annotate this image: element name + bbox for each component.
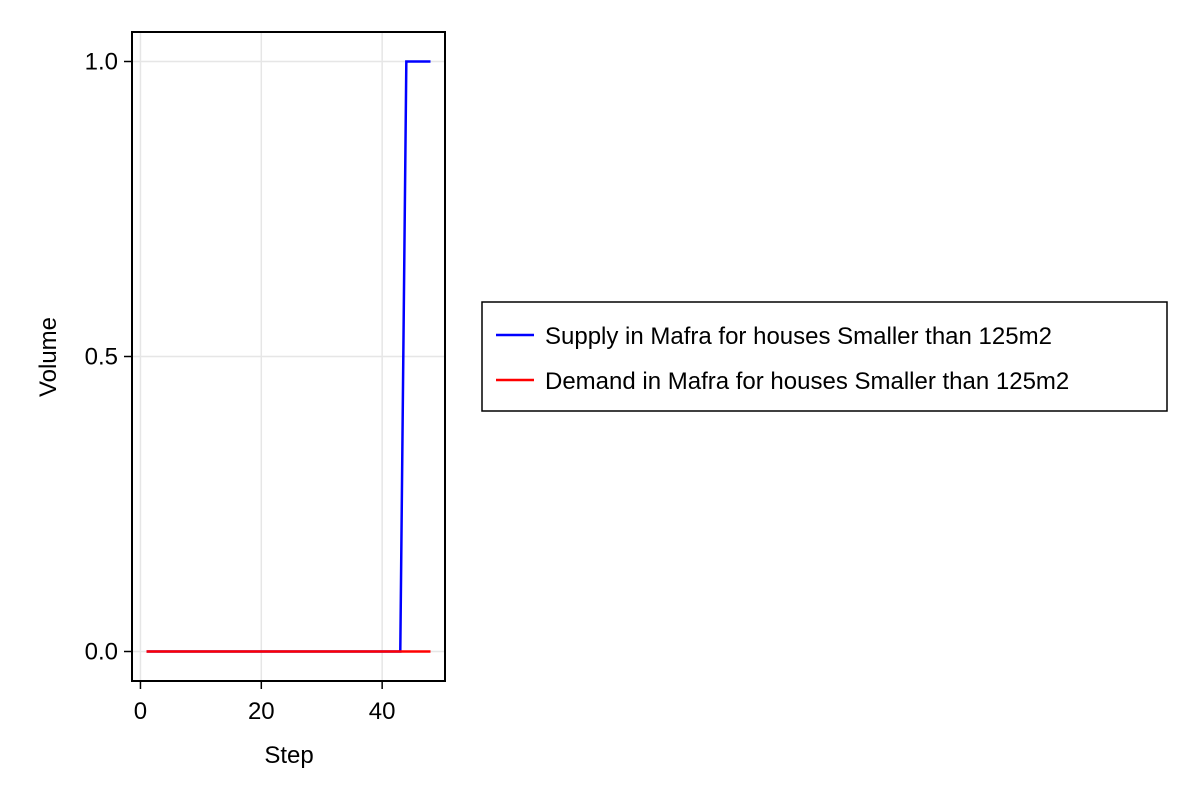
x-tick-label: 40 <box>369 698 396 725</box>
legend: Supply in Mafra for houses Smaller than … <box>481 301 1168 412</box>
legend-label-demand: Demand in Mafra for houses Smaller than … <box>545 368 1069 395</box>
plot-series <box>146 60 431 653</box>
y-tick-label: 0.0 <box>85 639 118 666</box>
y-tick-label: 0.5 <box>85 344 118 371</box>
axis-ticks: 0 20 40 0.0 0.5 1.0 <box>85 49 396 726</box>
grid-lines <box>132 32 445 681</box>
y-tick-label: 1.0 <box>85 49 118 76</box>
x-axis-title: Step <box>264 742 313 769</box>
y-axis-title: Volume <box>35 317 62 397</box>
legend-box <box>481 301 1168 412</box>
x-tick-label: 20 <box>248 698 275 725</box>
x-tick-label: 0 <box>134 698 147 725</box>
legend-label-supply: Supply in Mafra for houses Smaller than … <box>545 323 1052 350</box>
